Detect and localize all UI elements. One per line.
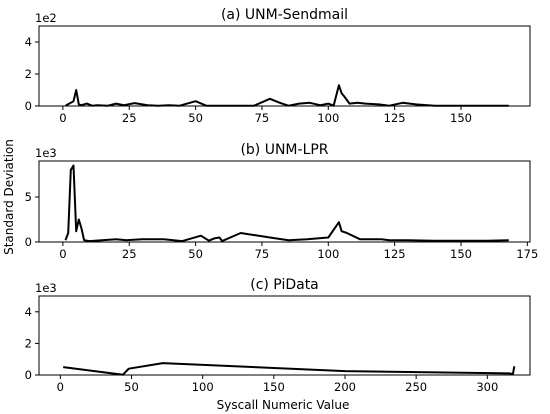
y-multiplier-label: 1e3 — [35, 146, 57, 160]
y-tick-label: 0 — [25, 235, 32, 249]
x-tick-label: 50 — [124, 380, 139, 394]
x-tick-label: 150 — [450, 111, 472, 125]
x-tick-label: 25 — [122, 111, 137, 125]
x-tick-label: 300 — [476, 380, 498, 394]
axes-frame — [38, 25, 531, 107]
y-tick-label: 0 — [25, 99, 32, 113]
x-tick-label: 150 — [263, 380, 285, 394]
x-tick-label: 0 — [57, 380, 64, 394]
x-tick-label: 0 — [59, 247, 66, 261]
x-tick-label: 50 — [188, 247, 203, 261]
chart-panel-2: (b) UNM-LPR 1e3 0 25 50 75 100 125 150 175 0 5 — [25, 142, 539, 261]
y-tick-label: 0 — [25, 368, 32, 382]
x-tick-label: 25 — [122, 247, 137, 261]
y-tick-label: 5 — [25, 190, 32, 204]
y-tick-label: 4 — [25, 305, 32, 319]
x-tick-label: 75 — [255, 111, 270, 125]
x-tick-label: 75 — [255, 247, 270, 261]
x-tick-label: 150 — [450, 247, 472, 261]
chart-panel-1: (a) UNM-Sendmail 1e2 0 25 50 75 100 125 150 0 2 4 — [25, 7, 531, 125]
y-axis-label: Standard Deviation — [2, 139, 16, 255]
x-tick-label: 100 — [317, 111, 339, 125]
x-tick-label: 250 — [405, 380, 427, 394]
y-tick-label: 4 — [25, 35, 32, 49]
x-tick-label: 50 — [188, 111, 203, 125]
x-tick-label: 100 — [192, 380, 214, 394]
axes-frame — [38, 160, 531, 243]
x-axis-label: Syscall Numeric Value — [217, 398, 350, 412]
x-tick-label: 175 — [516, 247, 538, 261]
chart-panel-3: (c) PiData 1e3 0 50 100 150 200 250 300 0 2 4 — [25, 277, 531, 394]
series-line-1 — [65, 84, 509, 107]
y-multiplier-label: 1e3 — [35, 281, 57, 295]
y-tick-label: 2 — [25, 336, 32, 350]
x-tick-label: 125 — [384, 111, 406, 125]
chart-title: (a) UNM-Sendmail — [221, 7, 348, 23]
chart-title: (c) PiData — [250, 277, 319, 293]
y-multiplier-label: 1e2 — [35, 11, 57, 25]
x-tick-label: 0 — [59, 111, 66, 125]
x-tick-label: 100 — [317, 247, 339, 261]
chart-title: (b) UNM-LPR — [240, 142, 328, 158]
x-tick-label: 200 — [334, 380, 356, 394]
x-tick-label: 125 — [384, 247, 406, 261]
axes-frame — [38, 295, 531, 376]
series-line-1 — [64, 164, 509, 243]
series-line-1 — [63, 362, 516, 376]
y-tick-label: 2 — [25, 67, 32, 81]
